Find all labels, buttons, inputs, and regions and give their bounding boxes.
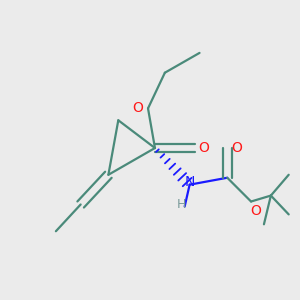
Text: O: O bbox=[250, 204, 261, 218]
Text: H: H bbox=[177, 198, 186, 211]
Text: O: O bbox=[231, 141, 242, 155]
Text: O: O bbox=[198, 141, 209, 155]
Text: O: O bbox=[133, 101, 143, 116]
Text: N: N bbox=[184, 175, 195, 189]
